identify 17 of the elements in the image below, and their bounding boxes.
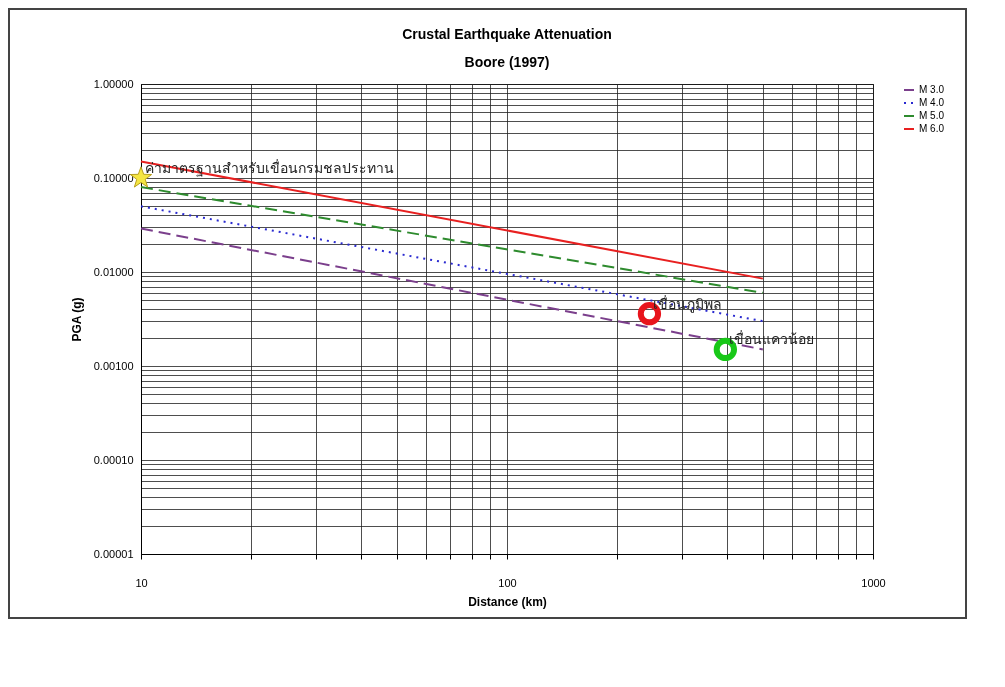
x-tick-label: 100 [498,576,517,589]
chart-title: Crustal Earthquake Attenuation [402,26,612,42]
legend-label: M 4.0 [919,97,945,108]
x-tick-label: 1000 [861,576,886,589]
legend-label: M 6.0 [919,123,945,134]
chart-subtitle: Boore (1997) [464,54,550,70]
x-tick-label: 10 [135,576,148,589]
y-tick-label: 0.00001 [93,547,134,560]
y-axis-title: PGA (g) [69,297,84,342]
y-tick-label: 0.01000 [93,265,134,278]
x-axis-title: Distance (km) [468,594,547,609]
y-tick-label: 0.10000 [93,171,134,184]
y-tick-label: 0.00100 [93,359,134,372]
y-tick-label: 1.00000 [93,77,134,90]
y-tick-label: 0.00010 [93,453,134,466]
legend-label: M 3.0 [919,84,945,95]
legend-label: M 5.0 [919,110,945,121]
